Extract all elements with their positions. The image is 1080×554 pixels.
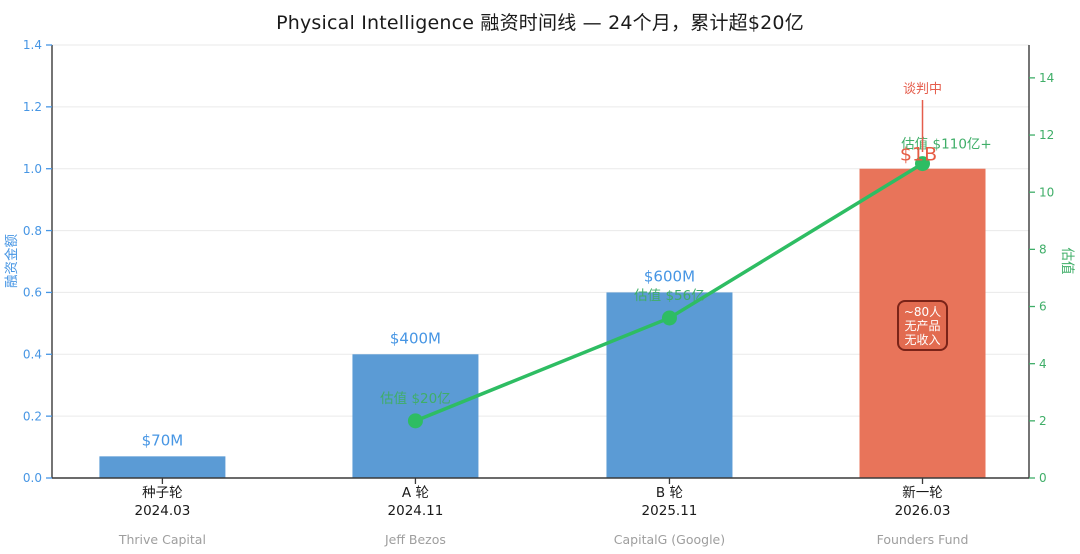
info-box [897,300,949,351]
right-tick-label: 10 [1039,185,1054,199]
chart-title: Physical Intelligence 融资时间线 — 24个月，累计超$2… [276,12,804,34]
x-label-investor-2: CapitalG (Google) [614,532,725,547]
x-label-date-2: 2025.11 [642,503,698,519]
right-tick-label: 8 [1039,243,1047,257]
x-label-round-1: A 轮 [402,485,429,501]
left-axis-title: 融资金额 [4,234,20,288]
right-tick-label: 4 [1039,357,1047,371]
info-box-line-0: ~80人 [904,305,941,319]
right-tick-label: 0 [1039,471,1047,485]
left-tick-label: 0.2 [23,409,42,423]
left-tick-label: 1.4 [23,38,42,52]
x-label-round-3: 新一轮 [902,485,943,501]
bar-value-label-1: $400M [390,329,441,347]
x-label-investor-3: Founders Fund [877,532,969,547]
x-label-investor-0: Thrive Capital [118,532,206,547]
x-label-date-1: 2024.11 [388,503,444,519]
bar-0 [99,456,226,478]
negotiating-label: 谈判中 [903,82,942,97]
bar-value-label-0: $70M [142,431,184,449]
valuation-marker-0 [407,413,423,429]
left-tick-label: 0.4 [23,347,42,361]
right-tick-label: 12 [1039,128,1054,142]
valuation-label-2: 估值 $56亿 [634,288,705,304]
right-tick-label: 14 [1039,71,1054,85]
valuation-label-1: 估值 $20亿 [380,391,451,407]
right-tick-label: 2 [1039,414,1047,428]
valuation-marker-1 [661,310,677,326]
x-label-round-0: 种子轮 [142,485,183,501]
x-label-date-3: 2026.03 [895,503,951,519]
left-tick-label: 1.0 [23,162,42,176]
right-tick-label: 6 [1039,300,1047,314]
left-tick-label: 1.2 [23,100,42,114]
x-label-date-0: 2024.03 [134,503,190,519]
x-label-round-2: B 轮 [656,485,683,501]
right-axis-title: 估值 [1059,248,1075,275]
bar-value-label-3: $1B [900,144,937,166]
x-label-investor-1: Jeff Bezos [384,532,446,547]
valuation-label-3: 估值 $110亿+ [901,137,991,153]
valuation-marker-2 [915,156,931,172]
info-box-line-1: 无产品 [904,319,940,333]
bar-value-label-2: $600M [644,267,695,285]
left-tick-label: 0.0 [23,471,42,485]
left-tick-label: 0.8 [23,224,42,238]
left-tick-label: 0.6 [23,286,42,300]
info-box-line-2: 无收入 [904,333,940,347]
